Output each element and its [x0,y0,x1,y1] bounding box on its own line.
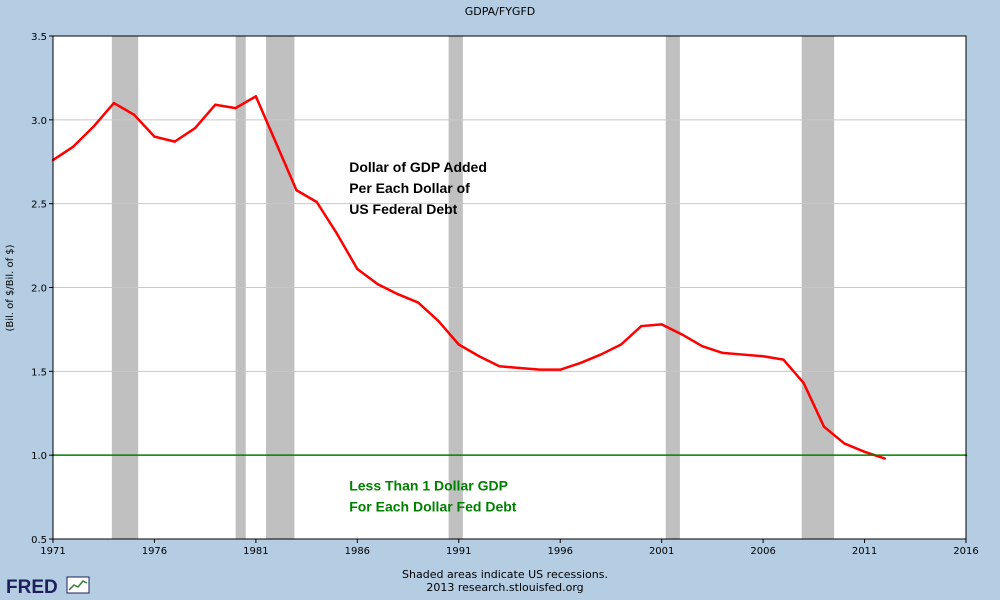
y-tick-label: 2.5 [31,200,47,211]
y-tick-label: 0.5 [31,535,47,546]
data-point [782,358,785,361]
data-point [315,200,318,204]
data-point [335,232,339,236]
x-tick-label: 1981 [243,546,268,557]
data-point [863,450,866,454]
annotation-line: Less Than 1 Dollar GDP [349,477,508,493]
data-point [498,365,501,368]
series-layer [51,95,968,460]
data-point [112,101,116,105]
data-point [153,135,156,138]
data-point [437,319,440,323]
fred-logo-chart-icon [66,576,90,594]
data-point [843,442,846,445]
x-tick-label: 1996 [547,546,572,557]
annotations: Dollar of GDP Added Per Each Dollar of US … [349,159,517,515]
x-tick-label: 2016 [953,546,978,557]
x-tick-label: 1976 [142,546,167,557]
data-point [132,113,136,117]
data-point [72,145,75,148]
chart-title: GDPA/FYGFD [465,5,536,18]
y-tick-label: 3.0 [31,116,47,127]
data-point [822,425,826,428]
data-point [193,127,197,130]
data-point [214,103,217,106]
x-tick-label: 2001 [649,546,674,557]
data-point [376,282,379,286]
fred-logo[interactable]: FRED [6,576,90,598]
y-axis-label: (Bil. of $/Bil. of $) [5,244,16,331]
series-line [52,95,886,460]
data-point [274,142,278,145]
data-point [680,333,684,336]
data-point [356,267,359,271]
data-point [701,344,704,348]
data-point [254,95,258,98]
data-point [518,366,521,370]
data-point [619,343,623,346]
data-point [559,368,562,371]
data-point [761,355,765,358]
data-point [477,355,481,358]
fred-logo-text: FRED [6,577,58,598]
x-tick-label: 1986 [345,546,370,557]
data-point [883,457,887,460]
y-tick-label: 1.5 [31,367,47,378]
data-point [640,324,643,328]
y-tick-label: 3.5 [31,32,47,43]
annotation-line: Dollar of GDP Added [349,159,487,175]
x-tick-label: 1991 [446,546,471,557]
data-point [457,343,460,346]
data-point [396,293,400,296]
data-point [173,140,176,143]
data-point [579,361,582,365]
y-axis: 0.5 1.0 1.5 2.0 2.5 3.0 3.5 [31,32,53,546]
data-point [417,301,420,304]
data-point [295,189,298,192]
x-tick-label: 2006 [750,546,775,557]
data-point [802,381,805,385]
y-tick-label: 2.0 [31,284,47,295]
footer-source: 2013 research.stlouisfed.org [426,581,583,594]
series-0 [51,95,887,460]
data-point [660,323,663,326]
x-tick-label: 1971 [40,546,65,557]
footer-recession-note: Shaded areas indicate US recessions. [402,568,608,581]
data-point [234,106,237,110]
data-point [92,125,95,128]
annotation-line: For Each Dollar Fed Debt [349,498,517,514]
y-tick-label: 1.0 [31,451,47,462]
x-tick-label: 2011 [852,546,877,557]
annotation-line: US Federal Debt [349,201,457,217]
data-point [741,353,745,356]
data-point [599,353,602,356]
x-axis: 1971 1976 1981 1986 1991 1996 2001 2006 2011 2016 [40,539,979,557]
annotation-line: Per Each Dollar of [349,180,470,196]
data-point [538,368,542,371]
data-point [721,351,724,355]
